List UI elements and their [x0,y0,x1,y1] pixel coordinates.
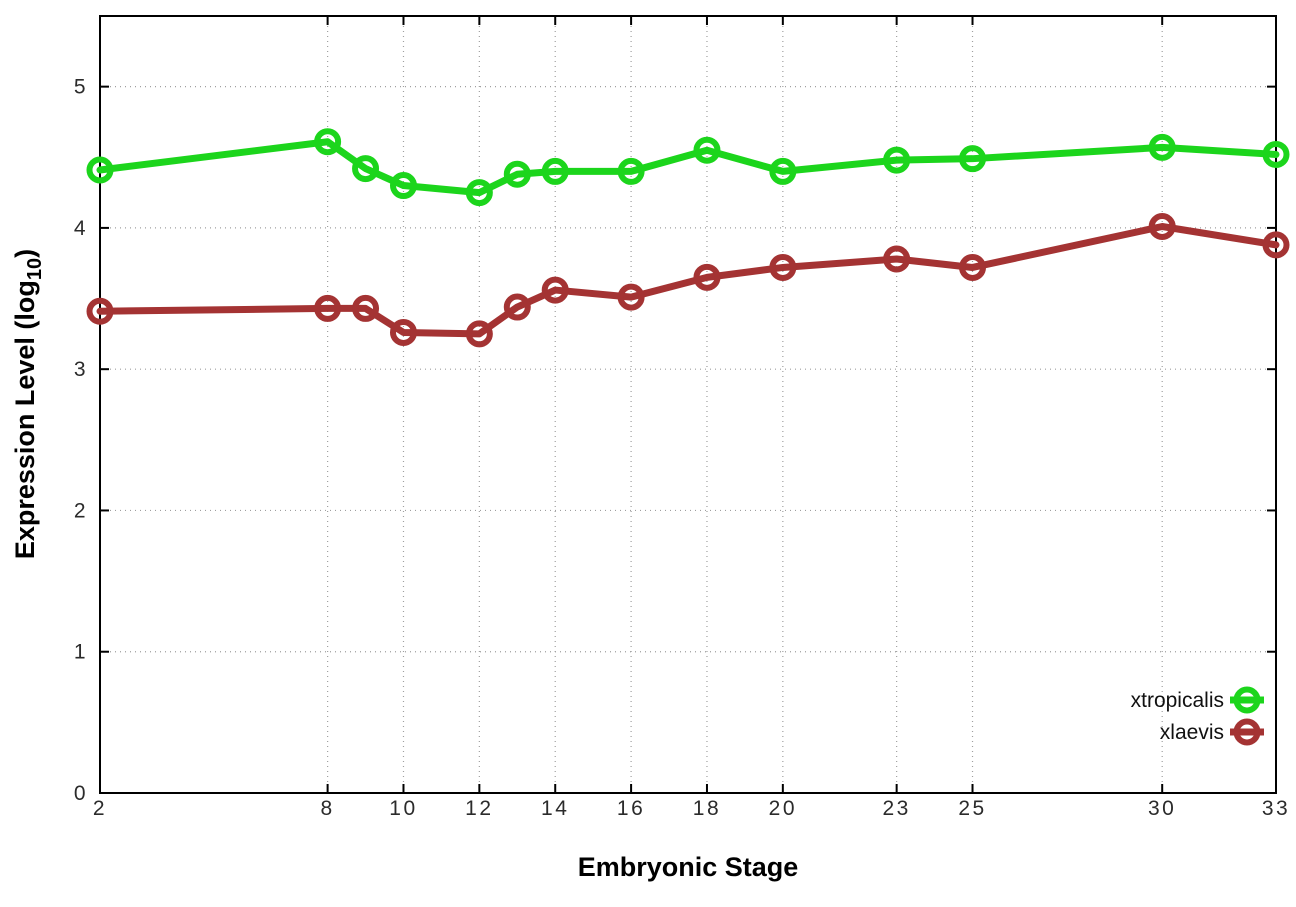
series-xtropicalis-point [693,136,721,164]
series-xlaevis-line [96,222,1280,338]
series-xlaevis-point [541,276,569,304]
series-xtropicalis-point [503,160,531,188]
legend-marker-circle [1233,686,1261,714]
x-tick-label: 14 [541,797,569,820]
x-tick-label: 33 [1262,797,1290,820]
legend-marker-xlaevis-icon [1230,718,1264,746]
series-xlaevis-point [352,294,380,322]
series-xlaevis-point [693,263,721,291]
x-tick-label: 16 [617,797,645,820]
x-tick-label: 2 [93,797,107,820]
y-tick-label: 0 [74,782,88,805]
legend-marker-xtropicalis-icon [1230,686,1264,714]
x-tick-label: 20 [769,797,797,820]
y-tick-label: 5 [74,76,88,99]
series-xtropicalis-point [959,145,987,173]
series-xtropicalis-point [883,146,911,174]
y-tick-label: 4 [74,217,88,240]
series-xlaevis-point [769,253,797,281]
series-xlaevis-point [503,293,531,321]
series-xlaevis-point [86,297,114,325]
legend-marker-circle [1233,718,1261,746]
series-xtropicalis-point [617,157,645,185]
series-xlaevis-point [389,318,417,346]
series-xtropicalis-point [1262,140,1290,168]
series-xlaevis-point [617,283,645,311]
legend-label-xlaevis: xlaevis [1160,721,1224,744]
series-xtropicalis-point [389,172,417,200]
series-xtropicalis-point [769,157,797,185]
series-xtropicalis-line [96,138,1280,197]
series-xtropicalis-point [352,155,380,183]
y-tick-label: 1 [74,641,88,664]
series-xtropicalis-point [465,179,493,207]
y-tick-label: 2 [74,499,88,522]
series-xlaevis-point [959,253,987,281]
x-axis-title: Embryonic Stage [578,852,799,882]
series-xtropicalis-point [314,128,342,156]
y-axis-title-pre: Expression Level (log [10,280,40,559]
x-tick-label: 18 [693,797,721,820]
series-xtropicalis-point [1148,133,1176,161]
x-tick-label: 10 [389,797,417,820]
legend-label-xtropicalis: xtropicalis [1131,689,1224,712]
series-xtropicalis-point [541,157,569,185]
x-tick-label: 23 [882,797,910,820]
y-axis-title-post: ) [10,249,40,258]
y-tick-label: 3 [74,358,88,381]
y-axis-title: Expression Level (log10) [10,249,46,559]
series-xtropicalis-point [86,156,114,184]
x-tick-label: 12 [465,797,493,820]
series-xlaevis-point [465,320,493,348]
x-tick-label: 25 [958,797,986,820]
x-tick-label: 30 [1148,797,1176,820]
legend: xtropicalis xlaevis [1131,686,1264,746]
series-xlaevis-point [883,245,911,273]
series-xlaevis-point [1262,231,1290,259]
y-axis-title-subscript: 10 [24,258,46,280]
series-xlaevis-point [1148,212,1176,240]
plot-border [99,15,1277,794]
series-xlaevis-point [314,294,342,322]
x-tick-label: 8 [321,797,335,820]
